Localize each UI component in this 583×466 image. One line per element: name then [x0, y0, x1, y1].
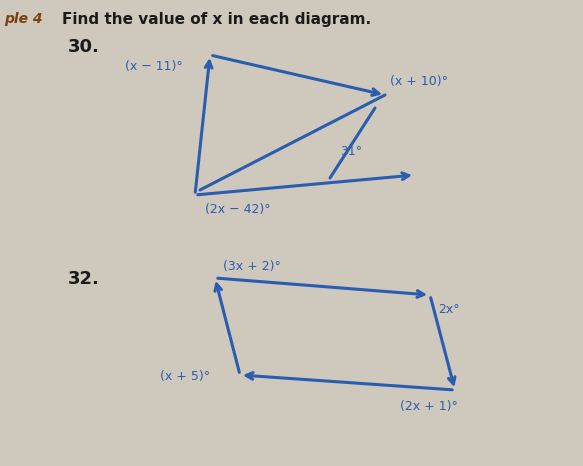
Text: (2x − 42)°: (2x − 42)° [205, 203, 271, 216]
Text: (x + 10)°: (x + 10)° [390, 75, 448, 88]
Text: 32.: 32. [68, 270, 100, 288]
Text: ple 4: ple 4 [4, 12, 43, 26]
Text: (x − 11)°: (x − 11)° [125, 60, 182, 73]
Text: (2x + 1)°: (2x + 1)° [400, 400, 458, 413]
Text: 31°: 31° [340, 145, 362, 158]
Text: 2x°: 2x° [438, 303, 459, 316]
Text: Find the value of x in each diagram.: Find the value of x in each diagram. [62, 12, 371, 27]
Text: (x + 5)°: (x + 5)° [160, 370, 210, 383]
Text: 30.: 30. [68, 38, 100, 56]
Text: (3x + 2)°: (3x + 2)° [223, 260, 281, 273]
